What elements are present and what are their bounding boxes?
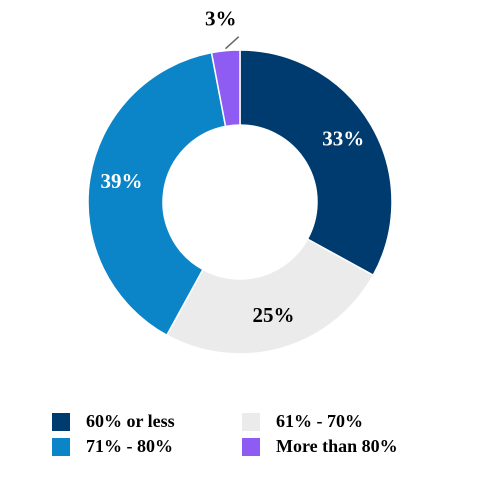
legend-label: More than 80% bbox=[276, 436, 398, 456]
data-label: 33% bbox=[322, 127, 364, 151]
leader-line bbox=[225, 36, 240, 50]
donut-slice bbox=[239, 49, 393, 277]
data-label: 39% bbox=[100, 169, 142, 193]
legend-swatch bbox=[242, 438, 260, 456]
data-label: 3% bbox=[205, 7, 237, 31]
data-label: 25% bbox=[252, 303, 294, 327]
donut-slice bbox=[87, 51, 227, 337]
legend-label: 61% - 70% bbox=[276, 411, 363, 431]
legend-swatch bbox=[52, 413, 70, 431]
donut-slice bbox=[165, 238, 375, 355]
legend-swatch bbox=[242, 413, 260, 431]
donut-slice bbox=[210, 49, 241, 128]
legend-label: 71% - 80% bbox=[86, 436, 173, 456]
legend-label: 60% or less bbox=[86, 411, 175, 431]
legend-swatch bbox=[52, 438, 70, 456]
